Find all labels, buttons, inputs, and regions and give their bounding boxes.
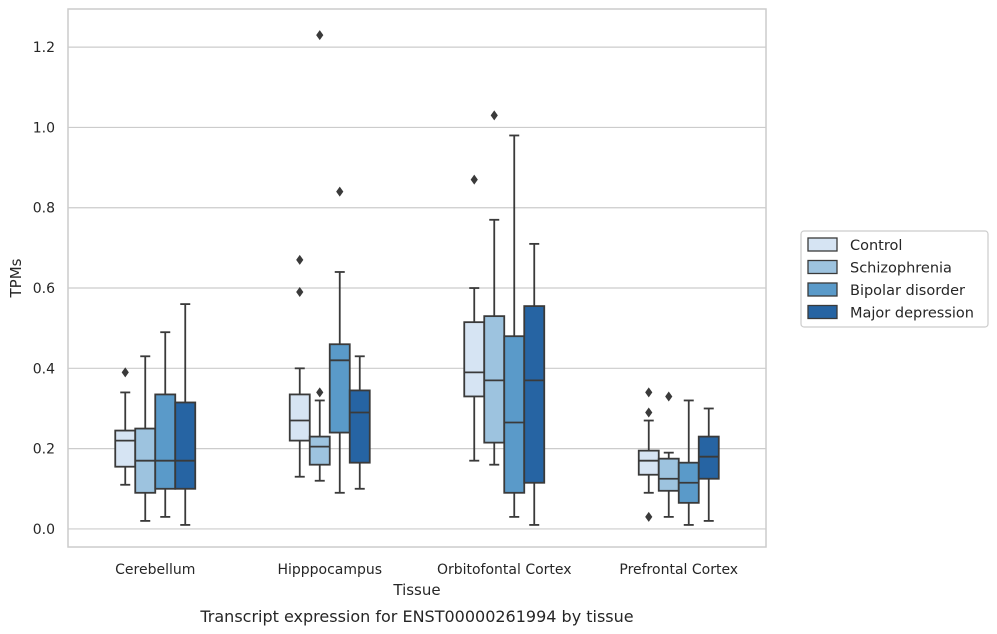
- legend-label: Control: [850, 238, 902, 254]
- outlier-point: [490, 110, 498, 121]
- x-tick-label: Hipppocampus: [277, 562, 382, 578]
- outlier-point: [296, 254, 304, 265]
- outlier-point: [316, 387, 324, 398]
- box-body: [328, 343, 351, 434]
- chart-caption: Transcript expression for ENST0000026199…: [199, 607, 633, 626]
- outlier-point: [121, 367, 129, 378]
- outlier-point: [645, 407, 653, 418]
- box-body: [288, 393, 311, 442]
- y-tick-label: 0.2: [33, 442, 55, 458]
- box-schizophrenia: [308, 30, 331, 482]
- box-major-depression: [348, 355, 371, 490]
- box-control: [114, 367, 137, 486]
- y-tick-label: 0.0: [33, 522, 55, 538]
- box-bipolar-disorder: [154, 331, 177, 518]
- box-body: [114, 429, 137, 468]
- y-tick-label: 0.8: [33, 201, 55, 217]
- outlier-point: [470, 174, 478, 185]
- box-body: [463, 321, 486, 398]
- legend-label: Major depression: [850, 306, 974, 322]
- box-body: [348, 389, 371, 464]
- box-body: [154, 393, 177, 490]
- box-body: [308, 435, 331, 466]
- box-bipolar-disorder: [677, 399, 700, 526]
- outlier-point: [645, 387, 653, 398]
- box-control: [637, 387, 660, 522]
- outlier-point: [645, 511, 653, 522]
- legend: Control Schizophrenia Bipolar disorder Majo…: [800, 230, 989, 328]
- legend-label: Bipolar disorder: [850, 283, 965, 299]
- x-tick-labels: Cerebellum Hipppocampus Orbitofontal Corte…: [115, 562, 738, 578]
- box-body: [483, 315, 506, 444]
- box-bipolar-disorder: [503, 134, 526, 518]
- x-axis-label: Tissue: [392, 581, 440, 599]
- box-body: [174, 401, 197, 490]
- box-schizophrenia: [657, 391, 680, 518]
- box-major-depression: [697, 407, 720, 522]
- legend-frame: [800, 230, 989, 328]
- y-tick-label: 0.4: [33, 361, 55, 377]
- box-bipolar-disorder: [328, 186, 351, 494]
- y-tick-labels: 0.0 0.2 0.4 0.6 0.8 1.0 1.2: [33, 40, 55, 538]
- box-control: [288, 254, 311, 478]
- box-schizophrenia: [134, 355, 157, 522]
- legend-swatch: [807, 237, 838, 252]
- box-body: [503, 335, 526, 494]
- y-tick-label: 1.2: [33, 40, 55, 56]
- plot-frame: [67, 8, 767, 548]
- y-tick-label: 0.6: [33, 281, 55, 297]
- legend-swatch: [807, 282, 838, 297]
- box-major-depression: [174, 303, 197, 526]
- y-axis-label: TPMs: [7, 258, 25, 298]
- outlier-point: [665, 391, 673, 402]
- legend-label: Schizophrenia: [850, 261, 952, 277]
- x-tick-label: Prefrontal Cortex: [619, 562, 738, 578]
- box-body: [697, 435, 720, 480]
- legend-swatch: [807, 304, 838, 320]
- box-body: [523, 305, 546, 484]
- y-tick-label: 1.0: [33, 120, 55, 136]
- box-body: [657, 457, 680, 492]
- outlier-point: [316, 30, 324, 41]
- box-control: [463, 174, 486, 462]
- box-major-depression: [523, 242, 546, 526]
- legend-swatch: [807, 259, 838, 275]
- boxes: [114, 30, 720, 526]
- outlier-point: [296, 287, 304, 298]
- x-tick-label: Orbitofontal Cortex: [437, 562, 572, 578]
- box-body: [637, 449, 660, 476]
- x-tick-label: Cerebellum: [115, 562, 195, 578]
- outlier-point: [336, 186, 344, 197]
